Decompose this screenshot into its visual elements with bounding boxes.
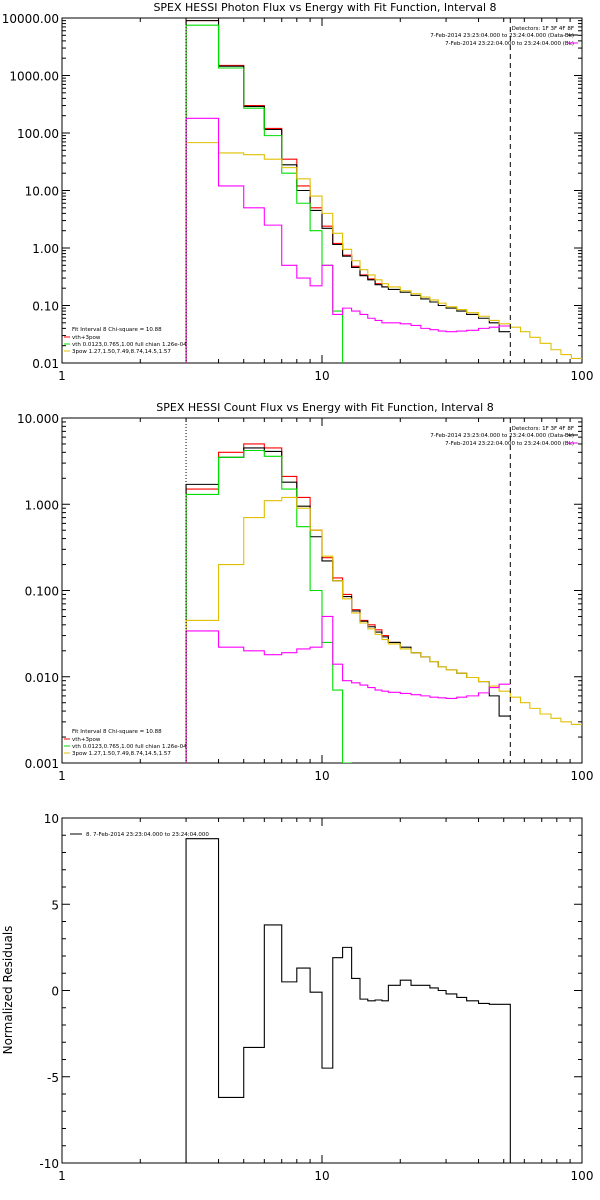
y-tick-label: 0.01 [32, 357, 59, 371]
y-tick-label: 0 [51, 985, 59, 999]
x-tick-label: 100 [571, 369, 594, 383]
series-vth-3pow [186, 450, 352, 763]
y-tick-label: 0.001 [25, 757, 59, 771]
photon-fit-fn: vth+3pow [72, 335, 101, 341]
residuals-chart: Normalized Residuals 1 10 100 -10 -5 0 5 10 8. … [1, 812, 593, 1183]
count-fit-chisq: Fit Interval 8 Chi-square = 10.88 [72, 729, 162, 735]
y-tick-label: 10.000 [17, 412, 59, 426]
photon-flux-chart: SPEX HESSI Photon Flux vs Energy with Fi… [2, 1, 594, 383]
x-tick-label: 1 [58, 369, 66, 383]
series-vth-3pow [186, 25, 352, 380]
series-3pow [186, 143, 582, 363]
y-tick-label: 0.100 [25, 585, 59, 599]
y-tick-label: 10.00 [25, 185, 59, 199]
series-3pow [186, 497, 582, 763]
y-tick-label: -5 [47, 1071, 59, 1085]
y-tick-label: 1000.00 [9, 70, 59, 84]
count-fit-vth: vth 0.0123,0.765,1.00 full chian 1.26e-0… [72, 744, 187, 750]
y-tick-label: 0.10 [32, 300, 59, 314]
photon-data-interval-text: 7-Feb-2014 23:23:04.000 to 23:24:04.000 … [430, 33, 574, 39]
y-tick-label: 0.010 [25, 671, 59, 685]
photon-fit-legend: Fit Interval 8 Chi-square = 10.88 vth+3p… [64, 327, 187, 355]
residuals-y-axis-label: Normalized Residuals [1, 926, 15, 1055]
count-flux-chart: SPEX HESSI Count Flux vs Energy with Fit… [17, 401, 593, 783]
photon-detectors-text: Detectors: 1F 3F 4F 8F [512, 26, 574, 32]
y-tick-label: 1.000 [25, 498, 59, 512]
photon-bk-interval-text: 7-Feb-2014 23:22:04.000 to 23:24:04.000 … [445, 41, 574, 47]
photon-chart-title: SPEX HESSI Photon Flux vs Energy with Fi… [153, 1, 496, 14]
x-tick-label: 100 [571, 1169, 594, 1183]
photon-info-block: Detectors: 1F 3F 4F 8F 7-Feb-2014 23:23:… [430, 26, 578, 47]
series-residuals [186, 839, 520, 1163]
photon-plot-frame [62, 18, 582, 363]
count-bk-interval-text: 7-Feb-2014 23:22:04.000 to 23:24:04.000 … [445, 441, 574, 447]
photon-fit-3pow: 3pow 1.27,1.50,7.49,8.74,14.5,1.57 [72, 349, 171, 355]
series-black [186, 21, 510, 363]
y-tick-label: 10000.00 [2, 12, 59, 26]
photon-fit-vth: vth 0.0123,0.765,1.00 full chian 1.26e-0… [72, 342, 187, 348]
series-black [186, 448, 510, 763]
x-tick-label: 1 [58, 1169, 66, 1183]
residuals-legend: 8. 7-Feb-2014 23:23:04.000 to 23:24:04.0… [86, 832, 209, 838]
residuals-plot-frame [62, 818, 582, 1163]
y-tick-label: -10 [39, 1157, 59, 1171]
x-tick-label: 10 [314, 1169, 329, 1183]
series-data [186, 21, 388, 363]
count-chart-title: SPEX HESSI Count Flux vs Energy with Fit… [156, 401, 493, 414]
photon-fit-chisq: Fit Interval 8 Chi-square = 10.88 [72, 327, 162, 333]
count-fit-3pow: 3pow 1.27,1.50,7.49,8.74,14.5,1.57 [72, 751, 171, 757]
count-detectors-text: Detectors: 1F 3F 4F 8F [512, 426, 574, 432]
series-bk [186, 616, 510, 763]
y-tick-label: 10 [44, 812, 59, 826]
x-tick-label: 10 [314, 369, 329, 383]
x-tick-label: 10 [314, 769, 329, 783]
x-tick-label: 1 [58, 769, 66, 783]
series-bk [186, 118, 510, 363]
count-info-block: Detectors: 1F 3F 4F 8F 7-Feb-2014 23:23:… [430, 426, 578, 447]
y-tick-label: 1.00 [32, 242, 59, 256]
count-data-interval-text: 7-Feb-2014 23:23:04.000 to 23:24:04.000 … [430, 433, 574, 439]
count-fit-legend: Fit Interval 8 Chi-square = 10.88 vth+3p… [64, 729, 187, 757]
count-fit-fn: vth+3pow [72, 737, 101, 743]
y-tick-label: 5 [51, 898, 59, 912]
x-tick-label: 100 [571, 769, 594, 783]
y-tick-label: 100.00 [17, 127, 59, 141]
